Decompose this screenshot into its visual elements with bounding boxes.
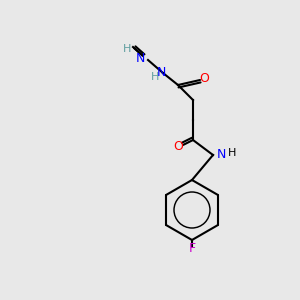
Text: H: H [123,44,131,54]
Text: O: O [199,71,209,85]
Text: H: H [228,148,236,158]
Text: O: O [173,140,183,154]
Text: H: H [151,72,159,82]
Text: N: N [156,67,166,80]
Text: N: N [135,52,145,64]
Text: N: N [216,148,226,161]
Text: F: F [188,242,196,256]
